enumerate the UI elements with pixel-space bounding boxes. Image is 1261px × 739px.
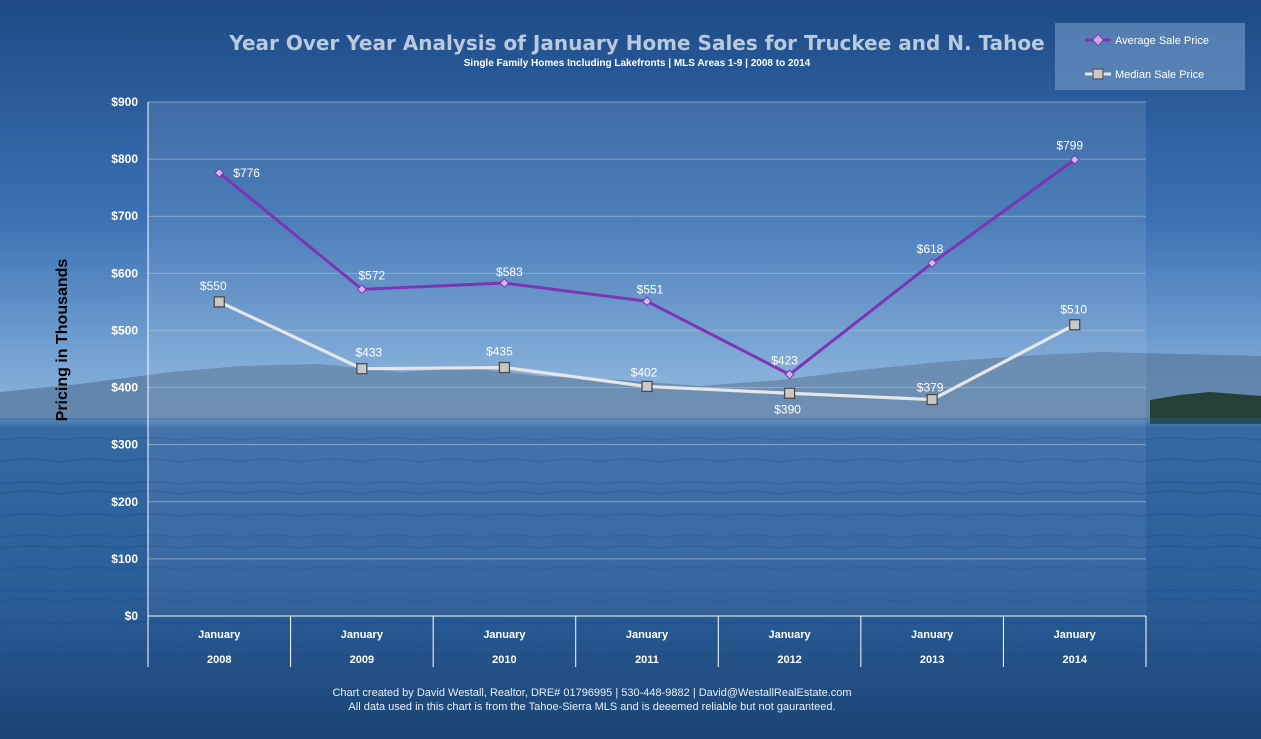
average-sale-price-point — [642, 296, 652, 307]
median-sale-price-data-label: $390 — [774, 402, 801, 416]
x-tick-year-label: 2009 — [350, 654, 374, 666]
median-sale-price-point — [926, 393, 938, 406]
legend-average-label: Average Sale Price — [1115, 35, 1209, 47]
x-tick-month-label: January — [768, 629, 811, 641]
chart-subtitle: Single Family Homes Including Lakefronts… — [464, 58, 811, 69]
x-tick-month-label: January — [198, 629, 241, 641]
y-tick-label: $500 — [111, 323, 138, 337]
median-sale-price-data-label: $402 — [631, 365, 658, 379]
legend-median-label: Median Sale Price — [1115, 69, 1204, 81]
median-sale-price-point — [213, 296, 225, 308]
x-tick-month-label: January — [483, 629, 526, 641]
median-sale-price-data-label: $550 — [200, 279, 227, 293]
average-sale-price-point — [927, 258, 938, 269]
ripple-line — [0, 706, 1261, 711]
footer-disclaimer: All data used in this chart is from the … — [348, 701, 835, 713]
average-sale-price-data-label: $776 — [233, 166, 260, 180]
average-sale-price-point — [356, 284, 367, 295]
y-tick-label: $900 — [111, 95, 138, 109]
average-sale-price-data-label: $551 — [637, 282, 664, 296]
y-axis-title: Pricing in Thousands — [54, 259, 71, 422]
median-sale-price-point — [498, 361, 511, 374]
y-tick-label: $600 — [111, 266, 138, 280]
median-sale-price-data-label: $510 — [1060, 303, 1087, 317]
median-sale-price-data-label: $435 — [486, 345, 513, 359]
y-tick-label: $300 — [111, 438, 138, 452]
x-tick-month-label: January — [1054, 629, 1097, 641]
tree-line — [1150, 392, 1261, 424]
ripple-line — [0, 697, 1261, 701]
axes: $0 $100 $200 $300 $400 $500 $600 $700 $800 $900 Ja… — [111, 95, 1147, 667]
x-tick-year-label: 2011 — [635, 654, 659, 666]
footer-credit: Chart created by David Westall, Realtor,… — [332, 687, 851, 699]
ripple-line — [0, 674, 1261, 679]
average-sale-price-data-label: $799 — [1056, 139, 1083, 153]
y-tick-label: $200 — [111, 495, 138, 509]
average-sale-price-point — [1069, 154, 1080, 165]
median-sale-price-point — [641, 380, 653, 393]
x-tick-month-label: January — [911, 629, 954, 641]
average-sale-price-data-label: $572 — [359, 268, 386, 282]
data-labels: $776 $572 $583 $551 $423 $618 $799 $550 $433 $435… — [200, 139, 1087, 417]
x-tick-month-label: January — [341, 629, 384, 641]
legend-average-marker — [1091, 33, 1105, 47]
median-sale-price-data-label: $379 — [917, 381, 944, 395]
average-sale-price-point — [499, 278, 510, 288]
x-tick-year-label: 2013 — [920, 654, 944, 666]
y-tick-label: $400 — [111, 381, 138, 395]
y-tick-label: $0 — [125, 609, 139, 623]
ripple-line — [0, 653, 1261, 657]
legend-median-marker — [1092, 68, 1104, 80]
x-tick-year-label: 2010 — [492, 654, 516, 666]
x-tick-year-label: 2014 — [1062, 654, 1087, 666]
legend-box — [1055, 23, 1245, 90]
y-tick-label: $100 — [111, 552, 138, 566]
series — [213, 154, 1081, 406]
median-sale-price-point — [1069, 319, 1081, 331]
median-sale-price-point — [356, 363, 368, 375]
legend: Average Sale Price Median Sale Price — [1055, 23, 1245, 90]
x-tick-year-label: 2008 — [207, 654, 231, 666]
average-sale-price-point — [214, 167, 225, 178]
average-sale-price-data-label: $583 — [496, 265, 523, 279]
median-sale-price-point — [783, 387, 796, 399]
ripple-line — [0, 621, 1261, 625]
y-tick-label: $700 — [111, 209, 138, 223]
average-sale-price-point — [784, 369, 795, 380]
x-tick-year-label: 2012 — [777, 654, 801, 666]
y-tick-label: $800 — [111, 152, 138, 166]
ripple-line — [0, 642, 1261, 647]
x-tick-month-label: January — [626, 629, 669, 641]
average-sale-price-data-label: $423 — [771, 353, 798, 367]
median-sale-price-data-label: $433 — [356, 346, 383, 360]
chart-title: Year Over Year Analysis of January Home … — [228, 31, 1044, 55]
average-sale-price-data-label: $618 — [917, 242, 944, 256]
plot-area — [148, 102, 1146, 616]
